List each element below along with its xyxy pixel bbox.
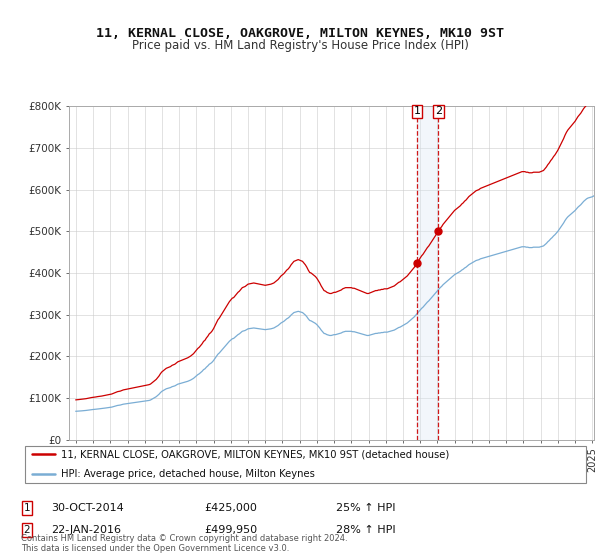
Text: 30-OCT-2014: 30-OCT-2014	[51, 503, 124, 513]
Text: £499,950: £499,950	[204, 525, 257, 535]
Text: HPI: Average price, detached house, Milton Keynes: HPI: Average price, detached house, Milt…	[61, 469, 314, 479]
Text: 11, KERNAL CLOSE, OAKGROVE, MILTON KEYNES, MK10 9ST (detached house): 11, KERNAL CLOSE, OAKGROVE, MILTON KEYNE…	[61, 449, 449, 459]
Text: 2: 2	[435, 106, 442, 116]
Bar	[417, 106, 439, 440]
Text: 11, KERNAL CLOSE, OAKGROVE, MILTON KEYNES, MK10 9ST: 11, KERNAL CLOSE, OAKGROVE, MILTON KEYNE…	[96, 27, 504, 40]
Text: Price paid vs. HM Land Registry's House Price Index (HPI): Price paid vs. HM Land Registry's House …	[131, 39, 469, 52]
Text: 22-JAN-2016: 22-JAN-2016	[51, 525, 121, 535]
Text: Contains HM Land Registry data © Crown copyright and database right 2024.
This d: Contains HM Land Registry data © Crown c…	[21, 534, 347, 553]
Text: 1: 1	[23, 503, 31, 513]
Text: 1: 1	[414, 106, 421, 116]
FancyBboxPatch shape	[25, 446, 586, 483]
Text: 28% ↑ HPI: 28% ↑ HPI	[336, 525, 395, 535]
Text: £425,000: £425,000	[204, 503, 257, 513]
Text: 25% ↑ HPI: 25% ↑ HPI	[336, 503, 395, 513]
Text: 2: 2	[23, 525, 31, 535]
